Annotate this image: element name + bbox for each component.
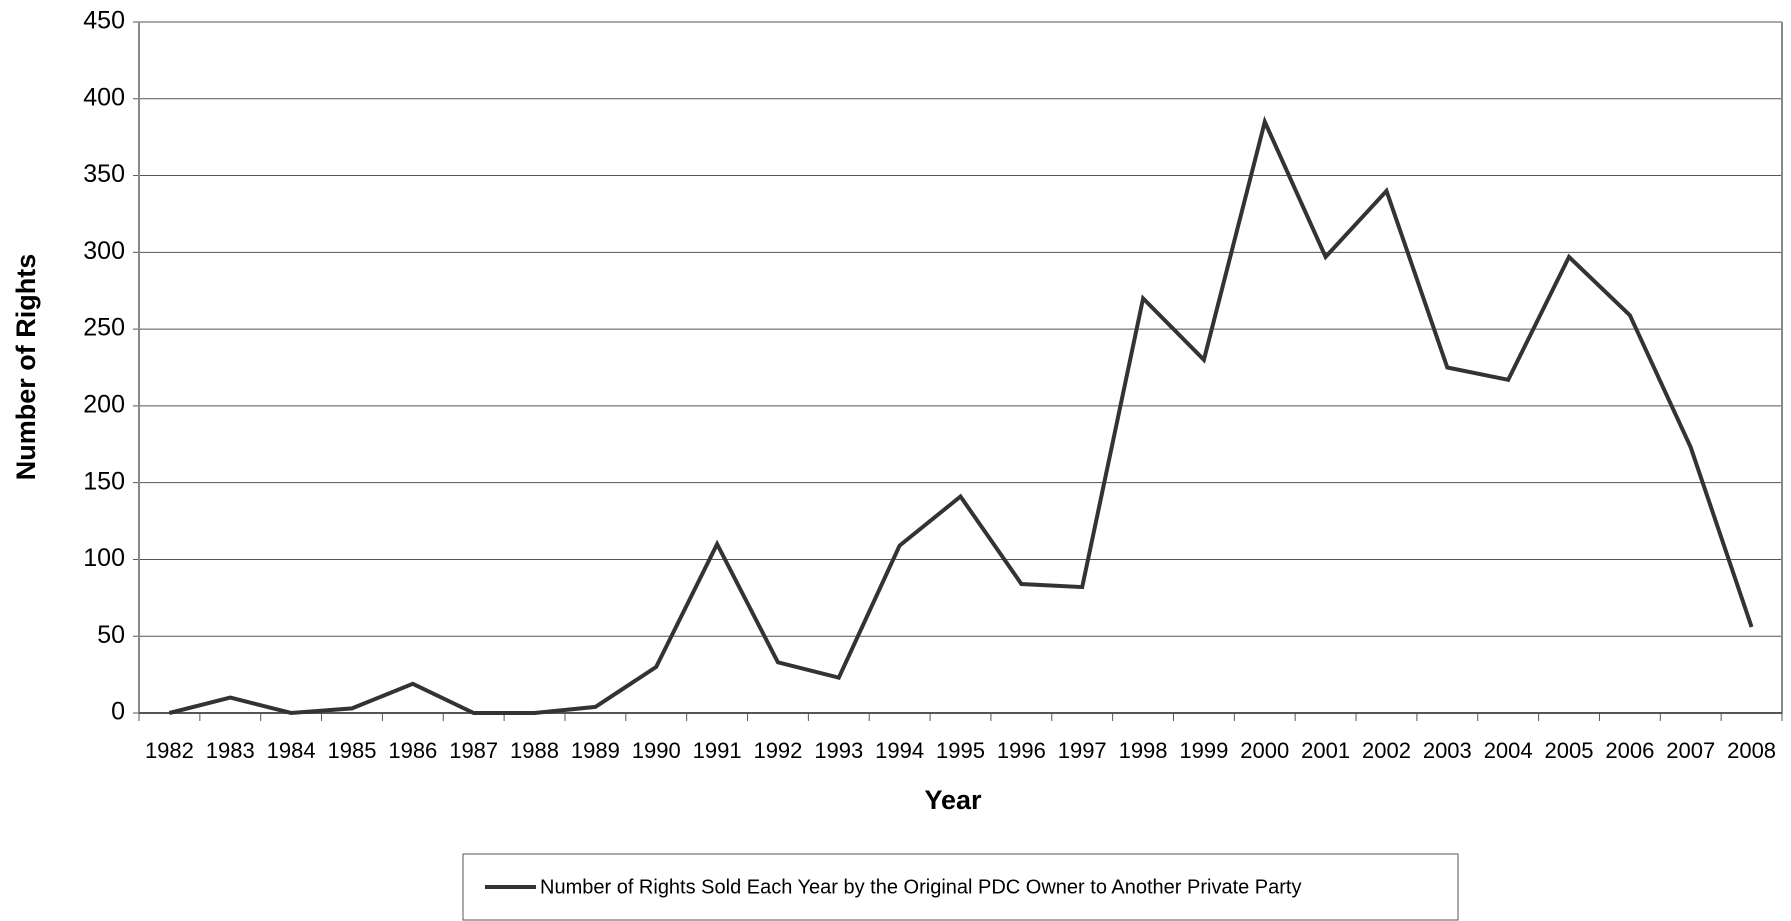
x-tick-label: 2000: [1240, 738, 1289, 763]
y-tick-label: 0: [111, 698, 125, 726]
x-tick-label: 1993: [814, 738, 863, 763]
x-axis-title: Year: [924, 785, 982, 815]
x-tick-label: 2007: [1666, 738, 1715, 763]
x-tick-label: 1995: [936, 738, 985, 763]
x-tick-label: 2004: [1484, 738, 1533, 763]
x-tick-label: 1988: [510, 738, 559, 763]
x-tick-label: 2002: [1362, 738, 1411, 763]
data-line: [168, 115, 1754, 716]
legend-label: Number of Rights Sold Each Year by the O…: [540, 876, 1301, 898]
x-tick-label: 2006: [1605, 738, 1654, 763]
x-tick-label: 1997: [1058, 738, 1107, 763]
x-tick-label: 1992: [753, 738, 802, 763]
y-tick-label: 300: [83, 237, 125, 265]
x-tick-label: 1994: [875, 738, 924, 763]
x-tick-label: 1982: [145, 738, 194, 763]
x-tick-label: 1996: [997, 738, 1046, 763]
x-tick-label: 1985: [328, 738, 377, 763]
x-tick-label: 1990: [632, 738, 681, 763]
y-tick-label: 200: [83, 390, 125, 418]
x-tick-label: 1991: [693, 738, 742, 763]
y-tick-label: 400: [83, 83, 125, 111]
y-tick-label: 350: [83, 160, 125, 188]
x-tick-label: 1999: [1179, 738, 1228, 763]
x-tick-label: 1998: [1119, 738, 1168, 763]
y-tick-label: 50: [97, 621, 125, 649]
x-tick-label: 1983: [206, 738, 255, 763]
x-tick-label: 2001: [1301, 738, 1350, 763]
y-tick-label: 450: [83, 7, 125, 35]
x-tick-label: 2005: [1545, 738, 1594, 763]
x-tick-label: 2008: [1727, 738, 1776, 763]
x-tick-label: 1987: [449, 738, 498, 763]
legend-box: [462, 853, 1459, 921]
y-tick-label: 150: [83, 467, 125, 495]
x-tick-label: 1986: [388, 738, 437, 763]
x-tick-label: 2003: [1423, 738, 1472, 763]
y-tick-label: 250: [83, 314, 125, 342]
y-axis-title: Number of Rights: [11, 254, 41, 481]
x-tick-label: 1984: [267, 738, 316, 763]
y-tick-label: 100: [83, 544, 125, 572]
x-tick-label: 1989: [571, 738, 620, 763]
